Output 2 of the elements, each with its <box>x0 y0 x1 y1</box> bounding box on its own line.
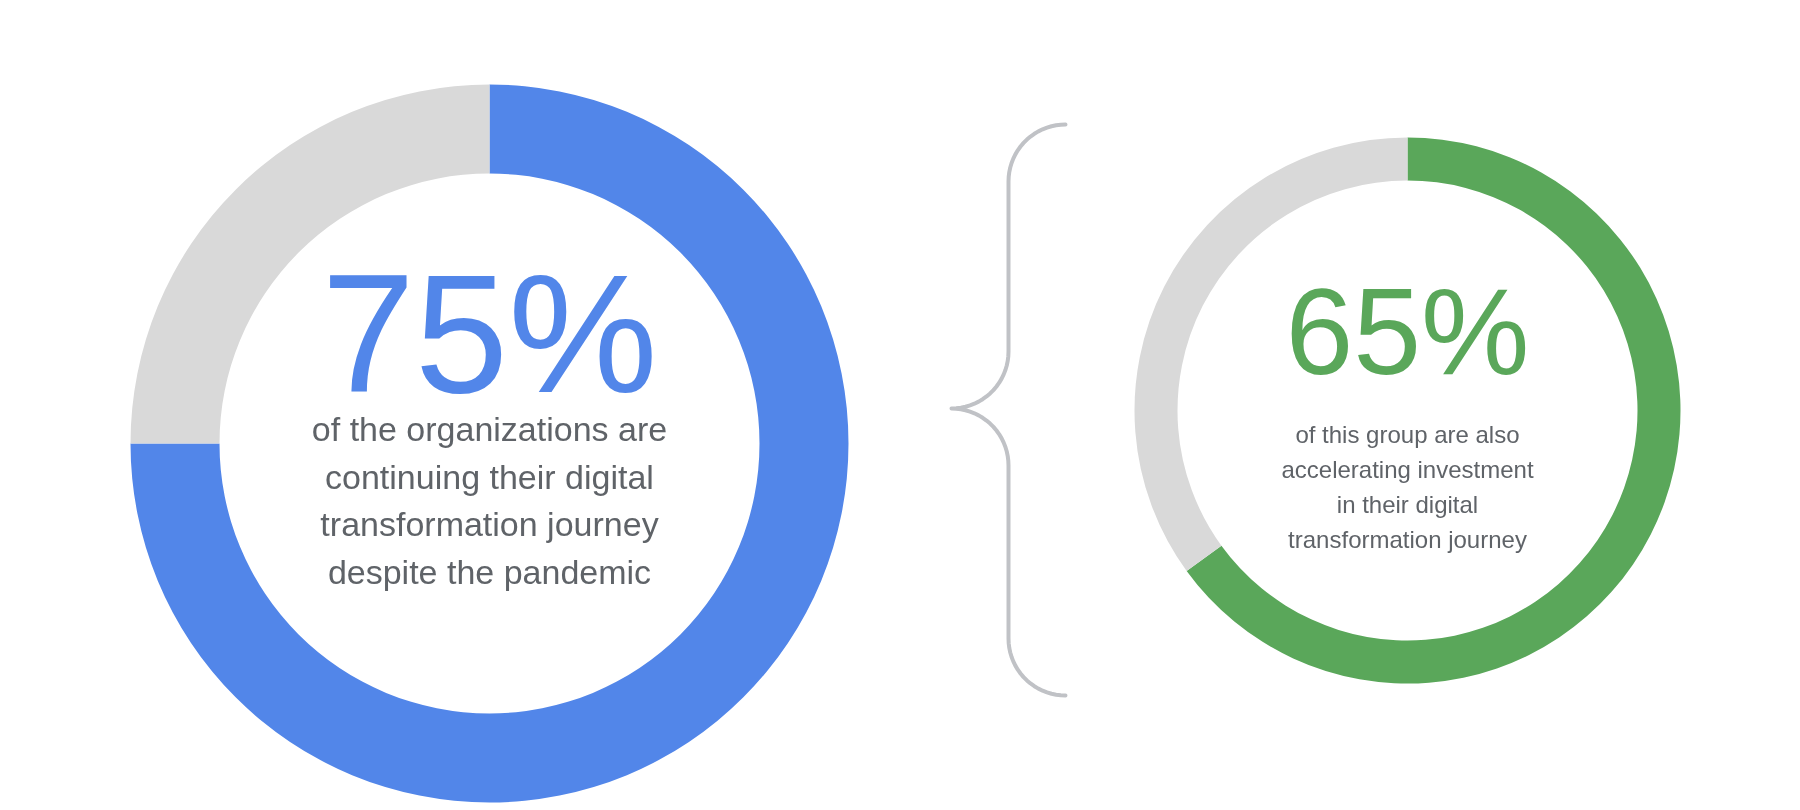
text: of this group are also accelerating investment in their digital transformation journey <box>1281 421 1534 554</box>
data-label: 65% <box>1285 263 1530 400</box>
